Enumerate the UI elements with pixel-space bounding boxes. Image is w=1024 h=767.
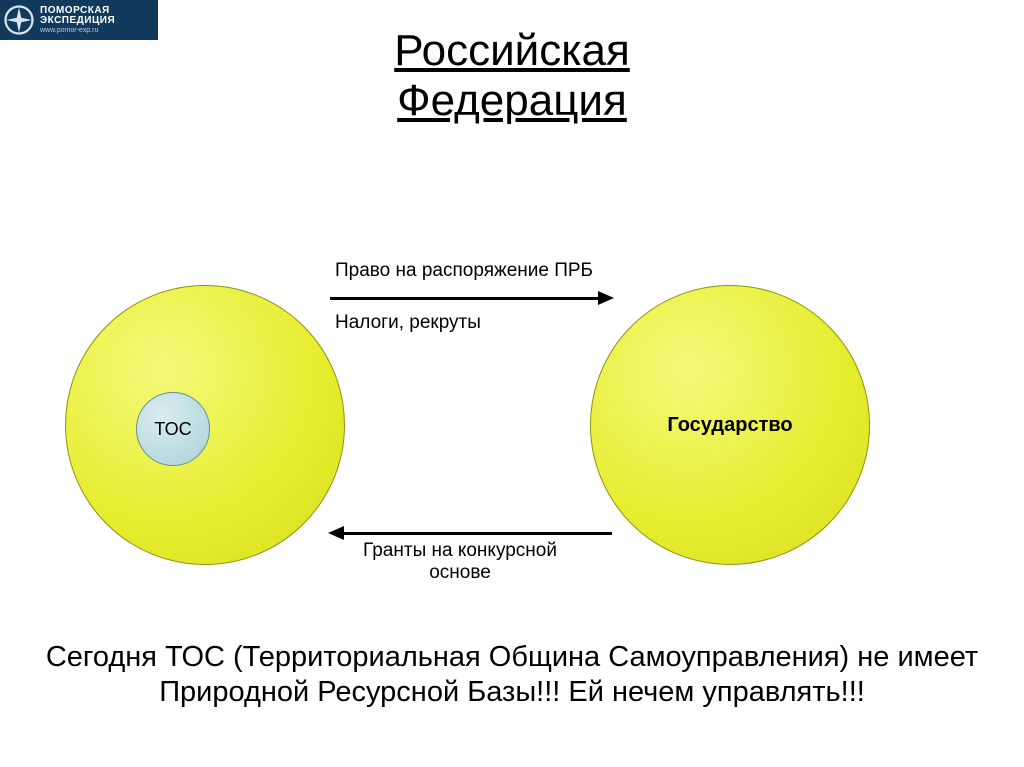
arrow-bottom-line	[342, 532, 612, 535]
right-circle-label: Государство	[667, 414, 792, 437]
arrow-top-head-icon	[598, 291, 614, 305]
inner-entity-circle: ТОС	[136, 392, 210, 466]
right-entity-circle: Государство	[590, 285, 870, 565]
arrow-top-line	[330, 297, 600, 300]
title-line2: Федерация	[397, 76, 627, 125]
inner-circle-label: ТОС	[154, 419, 191, 440]
arrow-bottom-head-icon	[328, 526, 344, 540]
arrow-top-label-above: Право на распоряжение ПРБ	[335, 260, 593, 282]
caption-text: Сегодня ТОС (Территориальная Община Само…	[0, 640, 1024, 710]
title-line1: Российская	[394, 26, 630, 75]
page-title: Российская Федерация	[0, 26, 1024, 126]
arrow-top-label-below: Налоги, рекруты	[335, 312, 481, 334]
brand-line2: ЭКСПЕДИЦИЯ	[40, 16, 115, 26]
arrow-bottom-label: Гранты на конкурсной основе	[335, 540, 585, 584]
diagram-area: ТОС Государство Право на распоряжение ПР…	[0, 270, 1024, 600]
